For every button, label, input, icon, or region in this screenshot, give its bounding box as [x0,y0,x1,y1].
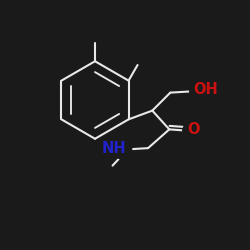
Text: OH: OH [193,82,218,97]
Circle shape [183,122,199,138]
Circle shape [112,140,132,159]
Text: NH: NH [102,140,126,156]
Circle shape [190,82,207,100]
Text: O: O [188,122,200,137]
